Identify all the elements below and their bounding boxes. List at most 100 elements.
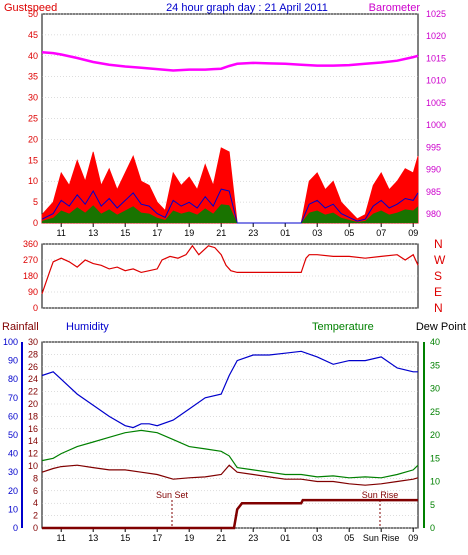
wind-x-tick-label: 11 <box>57 228 66 238</box>
baro-tick-label: 1020 <box>426 31 446 41</box>
humidity-tick-label: 20 <box>8 486 18 496</box>
baro-tick-label: 1000 <box>426 120 446 130</box>
rainfall-tick-label: 8 <box>33 473 38 483</box>
humidity-x-tick-label: 01 <box>280 533 290 543</box>
gust-tick-label: 5 <box>33 197 38 207</box>
gust-tick-label: 30 <box>28 93 38 103</box>
wind-x-tick-label: 13 <box>88 228 98 238</box>
wind-x-tick-label: 05 <box>344 228 354 238</box>
wind-average-line <box>41 188 419 224</box>
sunset-annotation: Sun Set <box>156 490 189 500</box>
rainfall-tick-label: 12 <box>28 449 38 459</box>
wind-x-tick-label: 01 <box>280 228 290 238</box>
gust-tick-label: 45 <box>28 30 38 40</box>
temperature-tick-label: 5 <box>430 500 435 510</box>
tick-labels: 0510152025303540455098098599099510001005… <box>3 9 446 543</box>
rainfall-tick-label: 16 <box>28 424 38 434</box>
baro-tick-label: 980 <box>426 209 441 219</box>
grid-lines <box>42 13 418 529</box>
wind-x-tick-label: 23 <box>248 228 258 238</box>
humidity-x-tick-label: 21 <box>216 533 226 543</box>
rainfall-tick-label: 0 <box>33 523 38 533</box>
gust-tick-label: 10 <box>28 176 38 186</box>
series-layer <box>41 50 419 530</box>
rainfall-tick-label: 2 <box>33 511 38 521</box>
rainfall-tick-label: 22 <box>28 387 38 397</box>
wind-x-tick-label: 15 <box>120 228 130 238</box>
temperature-tick-label: 0 <box>430 523 435 533</box>
labels-layer: 24 hour graph day : 21 April 2011 Gustsp… <box>2 2 466 500</box>
humidity-x-tick-label: 23 <box>248 533 258 543</box>
rainfall-tick-label: 10 <box>28 461 38 471</box>
compass-label: N <box>434 237 443 251</box>
wind-x-tick-label: 19 <box>184 228 194 238</box>
gust-axis-label: Gustspeed <box>4 2 57 14</box>
humidity-x-tick-label: 15 <box>120 533 130 543</box>
humidity-x-tick-label: Sun Rise <box>363 533 400 543</box>
temperature-tick-label: 30 <box>430 384 440 394</box>
temperature-tick-label: 25 <box>430 407 440 417</box>
temperature-tick-label: 10 <box>430 477 440 487</box>
humidity-x-tick-label: 11 <box>57 533 66 543</box>
compass-label: S <box>434 269 442 283</box>
rainfall-line <box>42 498 418 530</box>
humidity-x-tick-label: 17 <box>152 533 162 543</box>
humidity-tick-label: 30 <box>8 467 18 477</box>
baro-axis-label: Barometer <box>369 2 421 14</box>
temperature-tick-label: 15 <box>430 453 440 463</box>
rainfall-tick-label: 4 <box>33 498 38 508</box>
gust-area <box>41 147 419 224</box>
rainfall-tick-label: 6 <box>33 486 38 496</box>
temperature-tick-label: 40 <box>430 337 440 347</box>
baro-tick-label: 990 <box>426 165 441 175</box>
rainfall-tick-label: 30 <box>28 337 38 347</box>
gust-tick-label: 25 <box>28 114 38 124</box>
baro-tick-label: 1015 <box>426 53 446 63</box>
humidity-line <box>41 350 418 429</box>
humidity-axis-label: Humidity <box>66 321 109 333</box>
humidity-x-tick-label: 03 <box>312 533 322 543</box>
humidity-tick-label: 60 <box>8 411 18 421</box>
direction-tick-label: 180 <box>23 271 38 281</box>
humidity-tick-label: 80 <box>8 374 18 384</box>
humidity-x-tick-label: 09 <box>408 533 418 543</box>
rainfall-tick-label: 20 <box>28 399 38 409</box>
wind-x-tick-label: 17 <box>152 228 162 238</box>
temperature-axis-label: Temperature <box>312 321 374 333</box>
gust-tick-label: 50 <box>28 9 38 19</box>
rainfall-tick-label: 14 <box>28 436 38 446</box>
wind-x-tick-label: 07 <box>376 228 386 238</box>
temperature-tick-label: 35 <box>430 360 440 370</box>
gust-tick-label: 15 <box>28 155 38 165</box>
humidity-tick-label: 90 <box>8 356 18 366</box>
humidity-tick-label: 100 <box>3 337 18 347</box>
wind-x-tick-label: 21 <box>216 228 226 238</box>
gust-tick-label: 35 <box>28 72 38 82</box>
panel-frames <box>21 13 425 532</box>
dewpoint-axis-label: Dew Point <box>416 321 466 333</box>
direction-panel-frame <box>41 243 419 309</box>
wind-speed-area <box>42 204 418 223</box>
baro-tick-label: 1005 <box>426 98 446 108</box>
gust-tick-label: 0 <box>33 218 38 228</box>
gust-tick-label: 20 <box>28 134 38 144</box>
sunrise-annotation: Sun Rise <box>362 490 399 500</box>
humidity-tick-label: 10 <box>8 504 18 514</box>
humidity-tick-label: 50 <box>8 430 18 440</box>
humidity-x-tick-label: 13 <box>88 533 98 543</box>
compass-label: N <box>434 301 443 315</box>
wind-x-tick-label: 09 <box>408 228 418 238</box>
baro-tick-label: 985 <box>426 187 441 197</box>
dewpoint-line <box>41 464 419 486</box>
humidity-x-tick-label: 05 <box>344 533 354 543</box>
compass-label: E <box>434 285 442 299</box>
gust-tick-label: 40 <box>28 51 38 61</box>
chart-title: 24 hour graph day : 21 April 2011 <box>166 2 328 14</box>
direction-tick-label: 270 <box>23 255 38 265</box>
humidity-x-tick-label: 19 <box>184 533 194 543</box>
wind-x-tick-label: 03 <box>312 228 322 238</box>
rainfall-axis-label: Rainfall <box>2 321 39 333</box>
direction-tick-label: 360 <box>23 239 38 249</box>
temperature-tick-label: 20 <box>430 430 440 440</box>
